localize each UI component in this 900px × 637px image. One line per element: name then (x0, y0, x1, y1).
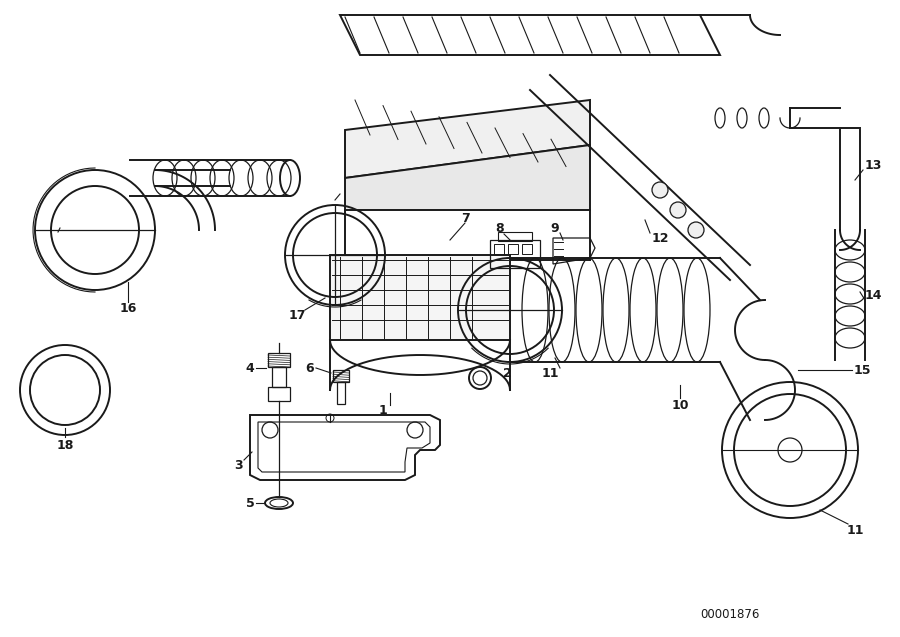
Text: 6: 6 (306, 362, 314, 375)
Bar (272, 367, 286, 387)
Text: 11: 11 (541, 366, 559, 380)
Text: 9: 9 (551, 222, 559, 234)
Text: 8: 8 (496, 222, 504, 234)
Text: 12: 12 (652, 231, 669, 245)
Text: 2: 2 (502, 366, 511, 380)
Circle shape (652, 182, 668, 198)
Text: 00001876: 00001876 (700, 608, 760, 622)
Circle shape (688, 222, 704, 238)
Bar (333, 370, 349, 382)
Text: 4: 4 (246, 362, 255, 375)
Text: 1: 1 (379, 403, 387, 417)
Text: 13: 13 (864, 159, 882, 171)
Bar (522, 244, 532, 254)
Text: 3: 3 (234, 459, 242, 471)
Text: 10: 10 (671, 399, 688, 412)
Bar (268, 387, 290, 401)
Circle shape (670, 202, 686, 218)
Bar (494, 244, 504, 254)
Bar (330, 255, 510, 340)
Bar (337, 382, 345, 404)
Bar (268, 353, 290, 367)
Bar (508, 244, 518, 254)
Text: 18: 18 (57, 438, 74, 452)
Text: 14: 14 (864, 289, 882, 301)
Polygon shape (345, 145, 590, 210)
Text: 11: 11 (846, 524, 864, 536)
Text: 16: 16 (120, 301, 137, 315)
Text: 17: 17 (288, 308, 306, 322)
Text: 7: 7 (461, 211, 470, 224)
Text: 15: 15 (853, 364, 871, 376)
Polygon shape (345, 100, 590, 178)
Text: 5: 5 (246, 496, 255, 510)
